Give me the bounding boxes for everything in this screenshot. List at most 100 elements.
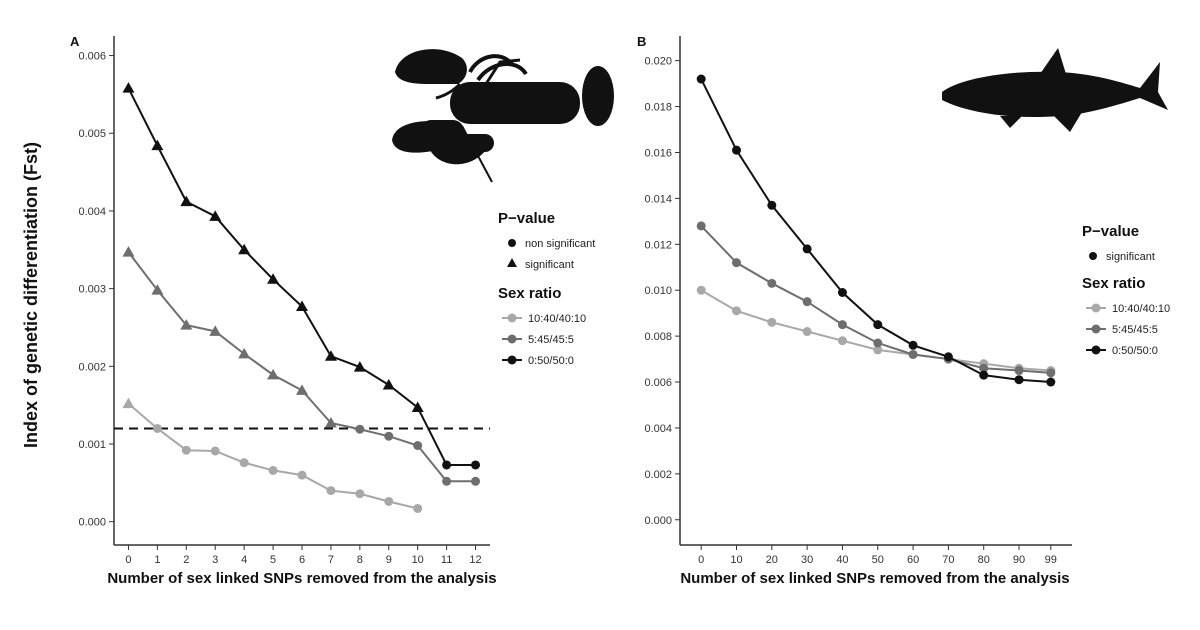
- data-point-circle: [696, 285, 706, 295]
- data-point-triangle: [151, 284, 164, 295]
- data-point-circle: [732, 145, 742, 155]
- legend-sex-ratio-label: 5:45/45:5: [528, 334, 574, 346]
- series-line: [127, 402, 418, 510]
- legend-sex-ratio-label: 0:50/50:0: [1112, 345, 1158, 357]
- data-point-triangle: [180, 319, 193, 330]
- y-tick-label: 0.006: [78, 51, 106, 63]
- data-point-triangle: [122, 397, 135, 409]
- legend-a-pvalue-entry: significant: [525, 259, 574, 271]
- data-point-circle: [210, 446, 220, 456]
- x-tick-label: 10: [730, 554, 742, 566]
- data-point-circle: [732, 306, 742, 316]
- y-tick-label: 0.003: [78, 284, 106, 296]
- data-point-triangle: [238, 347, 251, 359]
- data-point-circle: [908, 340, 918, 350]
- y-tick-label: 0.004: [78, 206, 106, 218]
- x-tick-label: 40: [836, 554, 848, 566]
- data-point-circle: [1014, 375, 1024, 385]
- data-point-circle: [908, 349, 918, 359]
- panel-a-x-axis-title: Number of sex linked SNPs removed from t…: [107, 570, 496, 587]
- data-point-circle: [696, 74, 706, 84]
- data-point-triangle: [353, 361, 366, 372]
- x-tick-label: 20: [766, 554, 778, 566]
- panel-b-legend: P−value significant Sex ratio 10:40/40:1…: [1082, 223, 1170, 357]
- x-tick-label: 8: [357, 554, 363, 566]
- y-tick-label: 0.014: [644, 193, 672, 205]
- data-point-circle: [943, 352, 953, 362]
- series-line: [700, 289, 1051, 372]
- legend-a-sex-title: Sex ratio: [498, 285, 561, 302]
- x-tick-label: 12: [469, 554, 481, 566]
- data-point-circle: [1046, 368, 1056, 378]
- data-point-circle: [873, 320, 883, 330]
- data-point-circle: [268, 465, 278, 475]
- x-tick-label: 0: [698, 554, 704, 566]
- legend-b-pvalue-title: P−value: [1082, 223, 1139, 240]
- legend-sex-ratio-label: 0:50/50:0: [528, 355, 574, 367]
- x-tick-label: 10: [412, 554, 424, 566]
- x-tick-label: 2: [183, 554, 189, 566]
- y-tick-label: 0.005: [78, 128, 106, 140]
- data-point-circle: [384, 431, 394, 441]
- lobster-silhouette-icon: [392, 49, 614, 183]
- y-tick-label: 0.008: [644, 331, 672, 343]
- legend-b-pvalue-entry: significant: [1106, 251, 1155, 263]
- x-tick-label: 30: [801, 554, 813, 566]
- legend-sex-ratio-label: 10:40/40:10: [1112, 303, 1170, 315]
- y-tick-label: 0.004: [644, 423, 672, 435]
- data-point-circle: [837, 288, 847, 297]
- data-point-circle: [384, 496, 394, 506]
- legend-a-pvalue-entry: non significant: [525, 238, 595, 250]
- data-point-circle: [732, 258, 742, 268]
- legend-a-triangle-marker: [507, 258, 517, 267]
- data-point-circle: [837, 336, 847, 346]
- data-point-circle: [696, 221, 706, 231]
- y-tick-label: 0.002: [644, 469, 672, 481]
- data-point-triangle: [324, 417, 337, 428]
- legend-point-swatch: [507, 334, 517, 344]
- x-tick-label: 50: [872, 554, 884, 566]
- legend-point-swatch: [1091, 324, 1101, 334]
- data-point-triangle: [209, 325, 222, 336]
- panel-a-legend: P−value non significant significant Sex …: [498, 210, 595, 367]
- data-point-triangle: [209, 210, 222, 221]
- y-tick-label: 0.020: [644, 56, 672, 68]
- data-point-circle: [297, 470, 307, 480]
- x-tick-label: 80: [978, 554, 990, 566]
- data-point-circle: [239, 458, 249, 468]
- data-point-circle: [873, 338, 883, 348]
- data-point-circle: [767, 317, 777, 327]
- data-point-circle: [471, 460, 481, 470]
- y-axis-label: Index of genetic differentiation (Fst): [21, 142, 41, 448]
- legend-point-swatch: [1091, 303, 1101, 313]
- data-point-circle: [181, 445, 191, 455]
- x-tick-label: 70: [942, 554, 954, 566]
- data-point-triangle: [267, 273, 280, 284]
- y-tick-label: 0.002: [78, 361, 106, 373]
- x-tick-label: 99: [1045, 554, 1057, 566]
- x-tick-label: 1: [154, 554, 160, 566]
- data-point-circle: [442, 460, 452, 470]
- legend-sex-ratio-label: 5:45/45:5: [1112, 324, 1158, 336]
- panel-b-letter: B: [637, 34, 646, 49]
- data-point-circle: [979, 370, 989, 380]
- panel-b-series: [696, 74, 1056, 387]
- x-tick-label: 90: [1013, 554, 1025, 566]
- legend-point-swatch: [1091, 345, 1101, 355]
- data-point-circle: [442, 476, 452, 486]
- legend-point-swatch: [507, 313, 517, 323]
- x-tick-label: 11: [441, 554, 452, 566]
- panel-b-x-axis-title: Number of sex linked SNPs removed from t…: [680, 570, 1069, 587]
- data-point-circle: [1046, 377, 1056, 387]
- panel-a-series: [122, 82, 481, 513]
- data-point-triangle: [267, 368, 280, 380]
- panel-a-letter: A: [70, 34, 80, 49]
- x-tick-label: 5: [270, 554, 276, 566]
- panel-b: 0.000 0.002 0.004 0.006 0.008 0.010 0.012 0.014…: [637, 34, 1170, 587]
- data-point-triangle: [180, 195, 193, 207]
- data-point-circle: [413, 503, 423, 513]
- y-tick-label: 0.001: [78, 439, 106, 451]
- data-point-circle: [767, 200, 777, 210]
